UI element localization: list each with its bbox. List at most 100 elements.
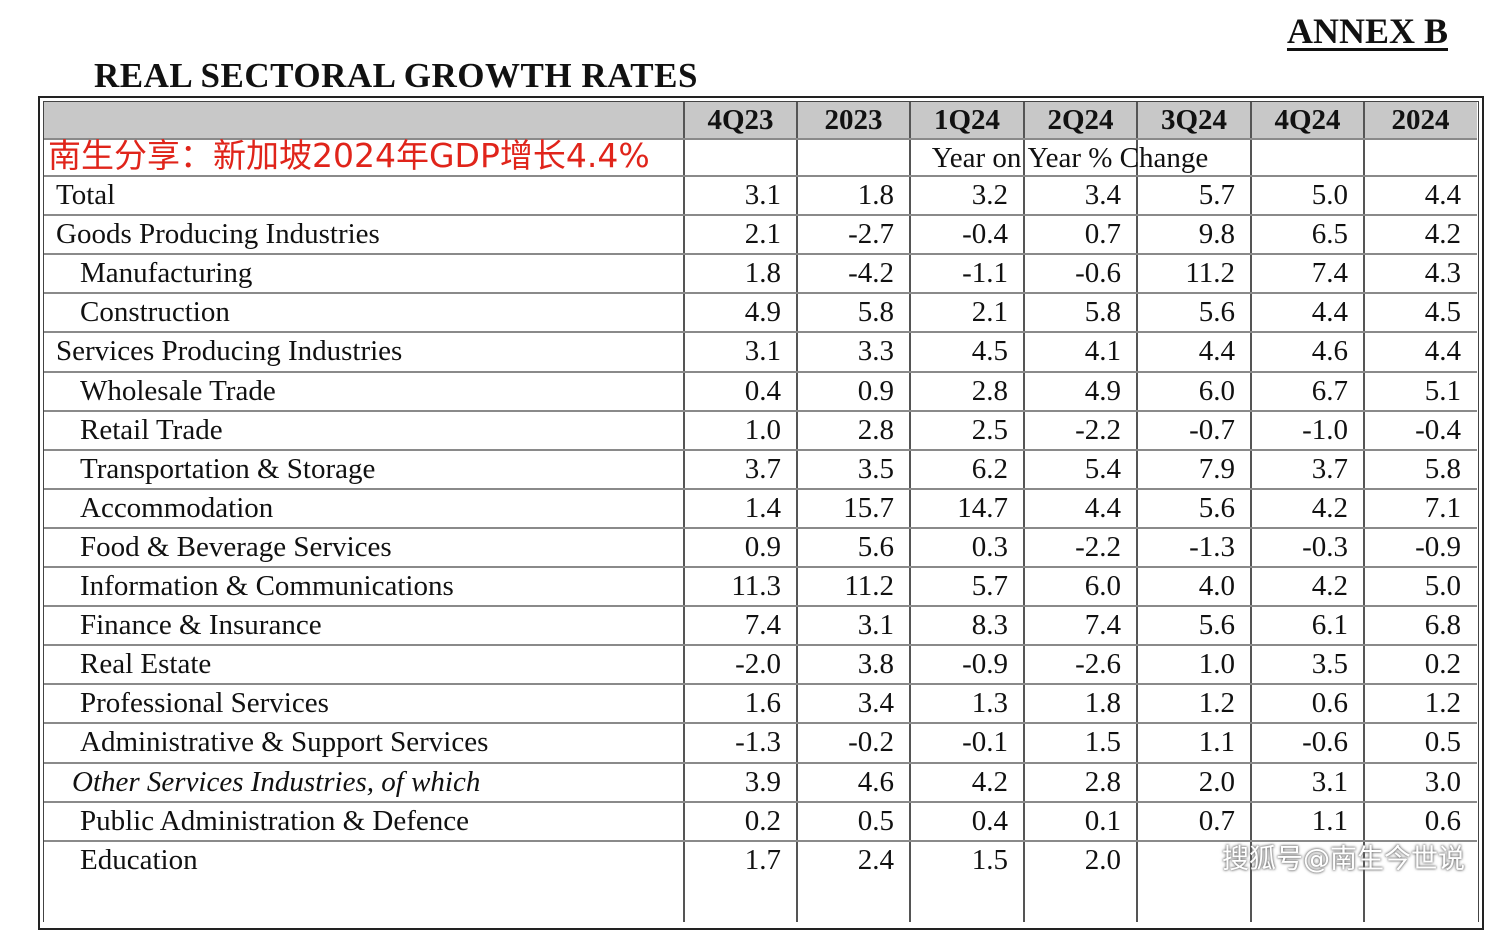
table-cell: 0.4 xyxy=(971,805,1008,837)
column-divider xyxy=(1136,102,1138,922)
row-divider xyxy=(44,722,1477,724)
table-cell: 5.0 xyxy=(1311,179,1348,211)
table-cell: 1.0 xyxy=(744,414,781,446)
row-divider xyxy=(44,801,1477,803)
table-cell: 1.8 xyxy=(744,257,781,289)
table-cell: 15.7 xyxy=(843,492,894,524)
table-cell: -0.1 xyxy=(962,726,1008,758)
table-cell: 6.0 xyxy=(1084,570,1121,602)
table-cell: 4.2 xyxy=(1311,492,1348,524)
table-cell: 5.8 xyxy=(1084,296,1121,328)
table-cell: 0.2 xyxy=(744,805,781,837)
table-cell: 1.8 xyxy=(1084,687,1121,719)
row-divider xyxy=(44,449,1477,451)
table-cell: 5.6 xyxy=(1198,609,1235,641)
table-cell: 1.6 xyxy=(744,687,781,719)
table-cell: 6.1 xyxy=(1311,609,1348,641)
table-row: Total 3.1 1.8 3.2 3.4 5.7 5.0 4.4 xyxy=(44,176,1477,215)
column-header-2024: 2024 xyxy=(1391,104,1450,136)
table-cell: 4.3 xyxy=(1424,257,1461,289)
table-cell: 3.1 xyxy=(744,335,781,367)
row-divider xyxy=(44,566,1477,568)
table-cell: 4.5 xyxy=(971,335,1008,367)
table-cell: 5.4 xyxy=(1084,453,1121,485)
table-row: Retail Trade 1.0 2.8 2.5 -2.2 -0.7 -1.0 -0.4 xyxy=(44,411,1477,450)
table-cell: 2.1 xyxy=(971,296,1008,328)
table-row: Finance & Insurance 7.4 3.1 8.3 7.4 5.6 6.1 6.8 xyxy=(44,606,1477,645)
table-cell: -0.7 xyxy=(1189,414,1235,446)
column-divider xyxy=(796,102,798,922)
column-header-4q24: 4Q24 xyxy=(1274,104,1341,136)
table-cell: 0.7 xyxy=(1198,805,1235,837)
row-label: Retail Trade xyxy=(80,414,223,446)
table-cell: 5.7 xyxy=(971,570,1008,602)
row-label: Goods Producing Industries xyxy=(56,218,380,250)
table-cell: 1.2 xyxy=(1198,687,1235,719)
row-label: Real Estate xyxy=(80,648,212,680)
row-label: Food & Beverage Services xyxy=(80,531,392,563)
table-cell: 4.2 xyxy=(971,766,1008,798)
table-cell: 3.1 xyxy=(744,179,781,211)
table-cell: -0.9 xyxy=(1415,531,1461,563)
row-divider xyxy=(44,214,1477,216)
table-cell: 6.2 xyxy=(971,453,1008,485)
table-cell: 3.4 xyxy=(1084,179,1121,211)
row-divider xyxy=(44,253,1477,255)
table-cell: 2.8 xyxy=(1084,766,1121,798)
row-label: Transportation & Storage xyxy=(80,453,376,485)
table-cell: -2.7 xyxy=(848,218,894,250)
table-cell: 0.6 xyxy=(1311,687,1348,719)
table-cell: 1.5 xyxy=(971,844,1008,876)
table-cell: -2.2 xyxy=(1075,414,1121,446)
table-cell: 4.2 xyxy=(1424,218,1461,250)
table-cell: -0.6 xyxy=(1075,257,1121,289)
table-cell: 1.4 xyxy=(744,492,781,524)
table-cell: 1.1 xyxy=(1311,805,1348,837)
table-cell: 4.4 xyxy=(1198,335,1235,367)
table-cell: 5.7 xyxy=(1198,179,1235,211)
row-label: Professional Services xyxy=(80,687,329,719)
table-cell: -1.3 xyxy=(1189,531,1235,563)
table-cell: 11.2 xyxy=(1185,257,1235,289)
column-header-3q24: 3Q24 xyxy=(1160,104,1228,136)
table-cell: 4.2 xyxy=(1311,570,1348,602)
table-cell: 3.5 xyxy=(1311,648,1348,680)
table-cell: 0.4 xyxy=(744,375,781,407)
table-cell: 2.0 xyxy=(1084,844,1121,876)
table-cell: 4.4 xyxy=(1311,296,1348,328)
table-row: Real Estate -2.0 3.8 -0.9 -2.6 1.0 3.5 0.2 xyxy=(44,645,1477,684)
table-row: Accommodation 1.4 15.7 14.7 4.4 5.6 4.2 7.1 xyxy=(44,489,1477,528)
row-divider xyxy=(44,840,1477,842)
table-subtitle: Year on Year % Change xyxy=(931,142,1209,174)
table-cell: 3.5 xyxy=(857,453,894,485)
table-cell: 7.9 xyxy=(1198,453,1235,485)
table-cell: 8.3 xyxy=(971,609,1008,641)
table-cell: 3.0 xyxy=(1424,766,1461,798)
table-cell: 1.3 xyxy=(971,687,1008,719)
table-row: Professional Services 1.6 3.4 1.3 1.8 1.2 0.6 1… xyxy=(44,684,1477,723)
table-cell: 1.7 xyxy=(744,844,781,876)
table-row: Food & Beverage Services 0.9 5.6 0.3 -2.2 -1.… xyxy=(44,528,1477,567)
table-cell: 6.7 xyxy=(1311,375,1348,407)
table-cell: 4.1 xyxy=(1084,335,1121,367)
table-cell: 6.5 xyxy=(1311,218,1348,250)
table-cell: 2.8 xyxy=(857,414,894,446)
table-cell: -2.0 xyxy=(735,648,781,680)
table-cell: 5.8 xyxy=(857,296,894,328)
table-cell: 6.0 xyxy=(1198,375,1235,407)
table-cell: -2.6 xyxy=(1075,648,1121,680)
table-cell: 4.6 xyxy=(1311,335,1348,367)
row-divider xyxy=(44,683,1477,685)
table-cell: -0.6 xyxy=(1302,726,1348,758)
row-label: Services Producing Industries xyxy=(56,335,403,367)
row-divider xyxy=(44,644,1477,646)
table-cell: 3.7 xyxy=(1311,453,1348,485)
footer-watermark: 搜狐号@南生今世说 xyxy=(1222,844,1465,875)
table-row: Services Producing Industries 3.1 3.3 4.5 4.… xyxy=(44,332,1477,371)
row-label: Education xyxy=(80,844,198,876)
table-cell: 3.1 xyxy=(1311,766,1348,798)
table-cell: 1.2 xyxy=(1424,687,1461,719)
column-divider xyxy=(1023,102,1025,922)
table-cell: 4.6 xyxy=(857,766,894,798)
row-divider xyxy=(44,292,1477,294)
